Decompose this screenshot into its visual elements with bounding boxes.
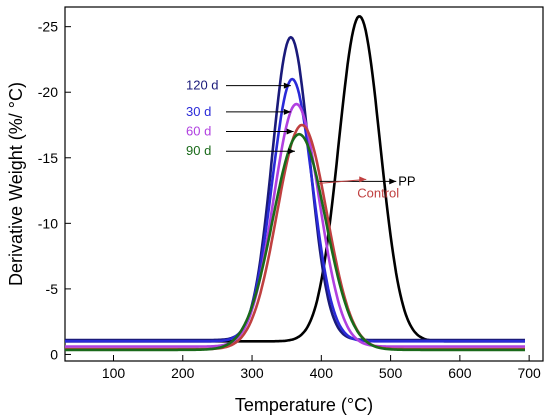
x-tick-label: 500 bbox=[379, 365, 403, 381]
y-tick-label: -25 bbox=[38, 19, 58, 35]
y-tick-label: -5 bbox=[46, 281, 59, 297]
series-line-control bbox=[65, 123, 525, 351]
x-axis-title: Temperature (°C) bbox=[235, 395, 373, 415]
x-tick-label: 300 bbox=[240, 365, 264, 381]
label-pp: PP bbox=[398, 173, 415, 188]
label-control-arrowhead bbox=[359, 176, 367, 183]
x-tick-label: 200 bbox=[171, 365, 195, 381]
label-120-d-arrowhead bbox=[283, 82, 291, 89]
label-control: Control bbox=[357, 185, 399, 200]
series-line-30-d bbox=[65, 77, 525, 343]
y-tick-label: -20 bbox=[38, 84, 58, 100]
label-pp-arrowhead bbox=[389, 178, 397, 185]
series-line-90-d bbox=[65, 132, 525, 352]
series-layer bbox=[65, 15, 525, 352]
x-tick-label: 100 bbox=[102, 365, 126, 381]
x-tick-label: 600 bbox=[448, 365, 472, 381]
label-60-d: 60 d bbox=[186, 124, 211, 139]
y-tick-label: -15 bbox=[38, 150, 58, 166]
x-tick-label: 400 bbox=[310, 365, 334, 381]
y-axis-title: Derivative Weight (%/ °C) bbox=[6, 82, 26, 286]
label-60-d-arrowhead bbox=[286, 128, 294, 135]
label-90-d-arrowhead bbox=[287, 148, 295, 155]
label-90-d: 90 d bbox=[186, 143, 211, 158]
label-control-arrow-line bbox=[319, 178, 367, 184]
y-axis: 0 -5 -10 -15 -20 -25 bbox=[38, 19, 71, 362]
series-line-pp bbox=[65, 15, 525, 343]
label-120-d: 120 d bbox=[186, 78, 219, 93]
x-axis: 100 200 300 400 500 600 700 bbox=[102, 355, 541, 381]
y-tick-label: -10 bbox=[38, 215, 58, 231]
y-tick-label: 0 bbox=[50, 346, 58, 362]
label-30-d-arrowhead bbox=[283, 108, 291, 115]
label-30-d: 30 d bbox=[186, 104, 211, 119]
plot-frame bbox=[64, 6, 544, 362]
x-tick-label: 700 bbox=[517, 365, 541, 381]
series-line-60-d bbox=[65, 102, 525, 348]
